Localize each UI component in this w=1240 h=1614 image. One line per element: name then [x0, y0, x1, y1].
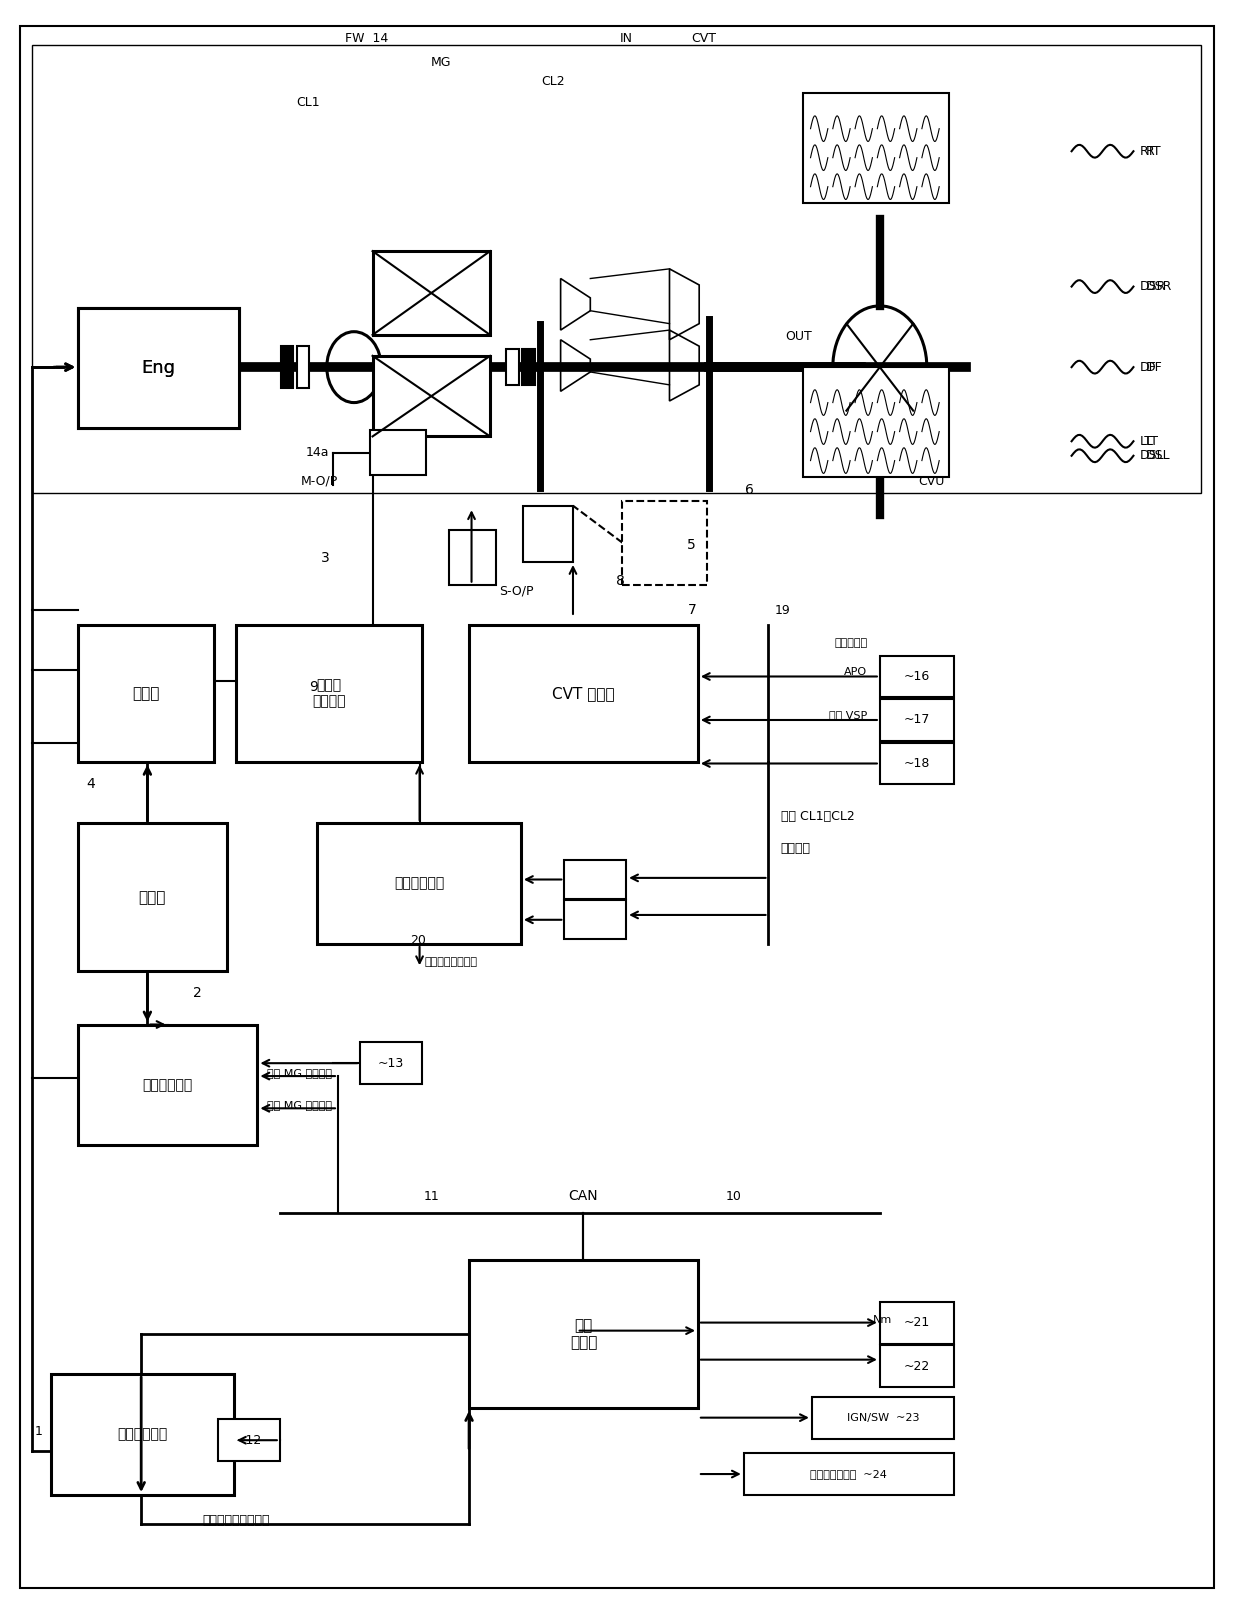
Text: DSL: DSL — [1140, 449, 1164, 462]
Bar — [281, 345, 294, 387]
Bar — [506, 349, 518, 384]
Bar — [51, 1374, 234, 1495]
Bar — [804, 366, 949, 476]
Text: 发动机控制器: 发动机控制器 — [118, 1427, 167, 1441]
Bar — [523, 505, 573, 562]
Text: 8: 8 — [615, 573, 625, 587]
Text: 目标 CL1、CL2: 目标 CL1、CL2 — [781, 810, 854, 823]
Bar — [880, 1301, 954, 1343]
Bar — [880, 655, 954, 697]
Text: DSR: DSR — [1146, 281, 1172, 294]
Text: Nm: Nm — [873, 1314, 893, 1325]
Bar — [372, 252, 490, 336]
Text: Eng: Eng — [141, 358, 176, 378]
Bar — [522, 349, 534, 384]
Bar — [804, 94, 949, 203]
Text: M-O/P: M-O/P — [301, 475, 339, 487]
Bar — [880, 1344, 954, 1386]
Text: 蓄电池: 蓄电池 — [139, 889, 166, 905]
Text: ~22: ~22 — [904, 1359, 930, 1372]
Text: 目标 MG 转矩指令: 目标 MG 转矩指令 — [268, 1068, 332, 1078]
Text: 14a: 14a — [306, 445, 330, 458]
Text: CL2: CL2 — [542, 76, 565, 89]
Bar — [744, 1453, 954, 1495]
Text: 逆变器: 逆变器 — [133, 686, 160, 700]
Bar — [370, 429, 425, 475]
Text: 10: 10 — [725, 1190, 742, 1202]
Text: MG: MG — [430, 56, 451, 69]
Text: 车速 VSP: 车速 VSP — [830, 710, 868, 720]
Text: 7: 7 — [687, 602, 696, 617]
Text: 20: 20 — [409, 935, 425, 947]
Text: APO: APO — [844, 667, 868, 676]
Bar — [469, 1261, 698, 1407]
Text: 再生协调控制指令: 再生协调控制指令 — [424, 957, 477, 967]
Text: DF: DF — [1140, 360, 1157, 373]
Text: CVT 控制器: CVT 控制器 — [552, 686, 615, 700]
Bar — [880, 742, 954, 784]
Text: 制动器控制器: 制动器控制器 — [394, 876, 444, 891]
Text: ~12: ~12 — [236, 1433, 262, 1446]
Bar — [360, 1043, 422, 1085]
Text: 转矩指令: 转矩指令 — [781, 843, 811, 855]
Text: DSR: DSR — [1140, 281, 1166, 294]
Bar — [564, 901, 626, 939]
Text: LT: LT — [1146, 434, 1159, 447]
Text: OUT: OUT — [785, 329, 812, 342]
Text: FW  14: FW 14 — [345, 32, 388, 45]
Bar — [298, 345, 310, 387]
Text: S-O/P: S-O/P — [498, 584, 533, 597]
Text: RT: RT — [1146, 145, 1162, 158]
Bar — [218, 1419, 280, 1461]
Text: DF: DF — [1146, 360, 1163, 373]
Text: ~21: ~21 — [904, 1315, 930, 1328]
Text: DSL: DSL — [1146, 449, 1171, 462]
Bar — [880, 699, 954, 741]
Text: 加速器开度: 加速器开度 — [835, 638, 868, 647]
Bar — [564, 860, 626, 899]
Bar — [78, 625, 215, 762]
Bar — [78, 823, 227, 972]
Bar — [812, 1396, 954, 1438]
Text: 1: 1 — [35, 1425, 42, 1438]
Text: CVT: CVT — [692, 32, 717, 45]
Bar — [78, 1025, 258, 1146]
Text: IN: IN — [620, 32, 632, 45]
Text: 11: 11 — [424, 1190, 440, 1202]
Text: 综合
控制器: 综合 控制器 — [570, 1317, 598, 1349]
Text: ~13: ~13 — [378, 1057, 404, 1070]
Text: IGN/SW  ~23: IGN/SW ~23 — [847, 1412, 919, 1422]
Text: Eng: Eng — [141, 358, 176, 378]
Text: 19: 19 — [775, 604, 790, 617]
Bar — [372, 355, 490, 436]
Bar — [237, 625, 422, 762]
Text: 4: 4 — [86, 776, 94, 791]
Text: 大气温度传感器  ~24: 大气温度传感器 ~24 — [811, 1469, 888, 1478]
Text: 9: 9 — [309, 679, 317, 694]
Text: ~16: ~16 — [904, 670, 930, 683]
Text: 3: 3 — [321, 550, 330, 565]
Bar — [32, 45, 1202, 492]
Bar — [78, 308, 239, 428]
Text: CL1: CL1 — [296, 97, 320, 110]
Text: 目标 MG 转速指令: 目标 MG 转速指令 — [268, 1101, 332, 1110]
Text: LT: LT — [1140, 434, 1153, 447]
Text: 2: 2 — [193, 986, 202, 1001]
Text: 6: 6 — [745, 484, 754, 497]
Text: ~17: ~17 — [904, 713, 930, 726]
Bar — [449, 529, 496, 584]
Text: CAN: CAN — [568, 1190, 598, 1202]
Text: 5: 5 — [687, 537, 696, 552]
Text: RT: RT — [1140, 145, 1156, 158]
Text: CVU: CVU — [919, 475, 945, 487]
Bar — [622, 500, 707, 584]
Text: 电动机控制器: 电动机控制器 — [143, 1078, 193, 1093]
Text: ~18: ~18 — [904, 757, 930, 770]
Bar — [317, 823, 521, 944]
Text: 各轮的
制动单元: 各轮的 制动单元 — [312, 678, 346, 709]
Bar — [469, 625, 698, 762]
Text: 目标发动机转矩指令: 目标发动机转矩指令 — [202, 1514, 270, 1527]
Bar — [78, 308, 239, 428]
